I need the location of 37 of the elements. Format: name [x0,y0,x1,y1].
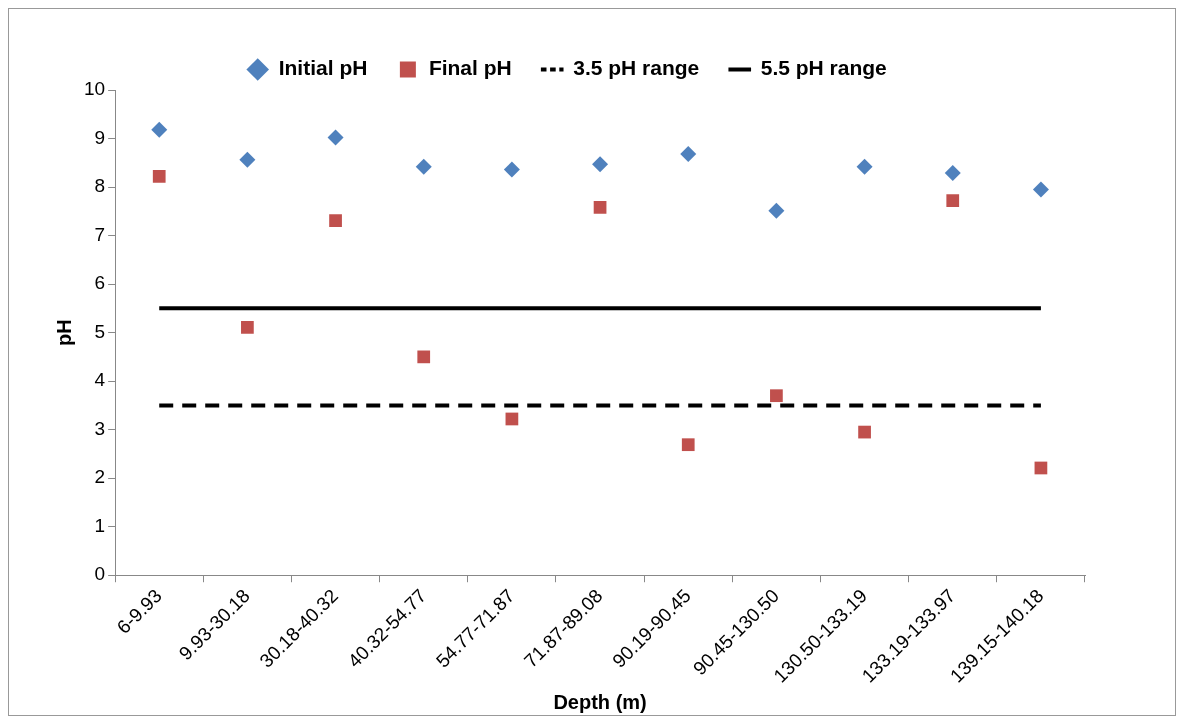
point [327,129,344,146]
y-tick-label: 7 [94,223,106,245]
point [415,158,432,175]
point [151,121,168,138]
legend-label: Final pH [428,56,512,80]
y-tick-label: 0 [94,563,106,585]
y-axis-title: pH [52,319,75,346]
point [681,438,695,452]
y-tick-label: 4 [94,369,106,391]
point [152,170,166,183]
legend-label: Initial pH [278,56,368,80]
point [858,425,871,439]
point [946,194,960,207]
point [770,389,783,403]
point [241,320,254,334]
legend-label: 3.5 pH range [573,56,700,80]
point [417,350,431,364]
y-tick-label: 6 [94,272,106,294]
y-tick-label: 1 [94,514,106,536]
point [768,202,785,219]
x-axis-title: Depth (m) [553,690,647,713]
y-tick-label: 2 [94,466,106,488]
y-tick-label: 8 [94,175,106,197]
point [1032,181,1049,198]
point [680,146,697,163]
y-tick-label: 10 [83,78,106,100]
point [592,156,609,173]
point [593,201,607,214]
y-tick-label: 3 [94,417,106,439]
point [944,164,961,181]
y-tick-label: 5 [94,320,106,342]
point [503,161,520,178]
point [856,158,873,175]
point [329,214,342,227]
y-tick-label: 9 [94,126,106,148]
legend-label: 5.5 pH range [760,56,887,80]
point [239,151,256,168]
